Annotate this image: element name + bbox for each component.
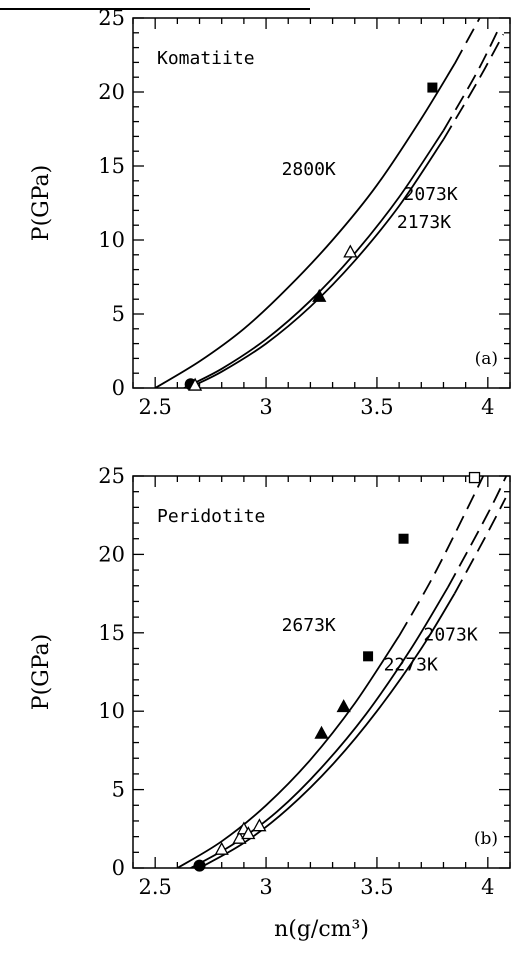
filled-square-marker — [363, 651, 374, 662]
open-triangle-marker — [252, 818, 267, 832]
annotations-b: 2673K 2073K 2273K — [282, 615, 478, 675]
series-2073K-dashed — [447, 476, 508, 588]
filled-circle-marker — [193, 859, 206, 872]
x-tick-label: 4 — [481, 875, 494, 899]
y-tick-label: 15 — [98, 621, 125, 645]
filled-triangle-marker — [312, 288, 327, 302]
y-tick-label: 20 — [98, 80, 125, 104]
tick-labels-b: 2.5 3 3.5 4 0 5 10 15 20 25 — [98, 464, 494, 899]
plot-frame-b — [132, 475, 511, 869]
x-tick-label: 2.5 — [138, 395, 171, 419]
open-triangle-marker — [241, 826, 256, 840]
tick-labels-a: 2.5 3 3.5 4 0 5 10 15 20 25 — [98, 6, 494, 419]
panel-letter-b: (b) — [474, 829, 498, 849]
series-2073K-solid — [190, 586, 449, 868]
open-triangle-marker — [214, 841, 229, 855]
series-2073K-solid — [183, 130, 445, 388]
plot-frame-a — [132, 17, 511, 389]
x-tick-label: 3 — [259, 875, 272, 899]
series-2673K-dashed — [398, 476, 485, 637]
filled-triangle-marker — [336, 699, 351, 713]
y-tick-label: 10 — [98, 228, 125, 252]
series-2273K-dashed — [453, 497, 507, 595]
series-2673K-solid — [176, 635, 400, 868]
y-tick-label: 5 — [112, 302, 125, 326]
curve-label-2173K: 2173K — [397, 212, 451, 233]
annotations-a: 2800K 2073K 2173K — [282, 159, 458, 233]
series-a — [154, 18, 505, 388]
y-axis-label-b: P(GPa) — [29, 634, 54, 710]
series-2800K-dashed — [453, 18, 481, 65]
x-tick-label: 3.5 — [360, 875, 393, 899]
y-tick-label: 0 — [112, 376, 125, 400]
y-tick-label: 25 — [98, 464, 125, 488]
panel-b: 2.5 3 3.5 4 0 5 10 15 20 25 2673K 2073K 2273K Perid… — [29, 464, 511, 942]
x-tick-label: 2.5 — [138, 875, 171, 899]
curve-label-2673K: 2673K — [282, 615, 336, 636]
panel-title-a: Komatiite — [157, 48, 255, 69]
y-tick-label: 10 — [98, 699, 125, 723]
x-axis-label-b: n(g/cm³) — [274, 917, 369, 942]
x-tick-label: 3 — [259, 395, 272, 419]
y-tick-label: 15 — [98, 154, 125, 178]
curve-label-2273K: 2273K — [384, 654, 438, 675]
curve-label-2073K: 2073K — [424, 625, 478, 646]
series-b — [176, 476, 508, 868]
filled-square-marker — [398, 533, 409, 544]
open-triangle-marker — [187, 377, 203, 391]
series-2173K-solid — [188, 138, 445, 388]
y-tick-label: 25 — [98, 6, 125, 30]
series-2173K-dashed — [442, 33, 505, 140]
y-tick-label: 5 — [112, 778, 125, 802]
curve-label-2800K: 2800K — [282, 159, 336, 180]
y-tick-label: 20 — [98, 542, 125, 566]
ticks-b — [132, 475, 511, 869]
open-triangle-marker — [343, 244, 358, 258]
markers-b — [193, 471, 481, 872]
panel-a: 2.5 3 3.5 4 0 5 10 15 20 25 2800K 2073K 2173K Komat… — [29, 6, 511, 419]
filled-triangle-marker — [314, 725, 329, 739]
panel-letter-a: (a) — [475, 349, 498, 369]
filled-square-marker — [427, 82, 438, 93]
ticks-a — [132, 17, 511, 389]
panel-title-b: Peridotite — [157, 506, 265, 527]
markers-a — [184, 82, 438, 391]
x-tick-label: 3.5 — [360, 395, 393, 419]
series-2800K-solid — [154, 63, 456, 388]
open-square-marker — [468, 471, 481, 484]
x-tick-label: 4 — [481, 395, 494, 419]
curve-label-2073K: 2073K — [404, 184, 458, 205]
series-2073K-dashed — [442, 27, 500, 131]
y-axis-label-a: P(GPa) — [29, 165, 54, 241]
y-tick-label: 0 — [112, 856, 125, 880]
